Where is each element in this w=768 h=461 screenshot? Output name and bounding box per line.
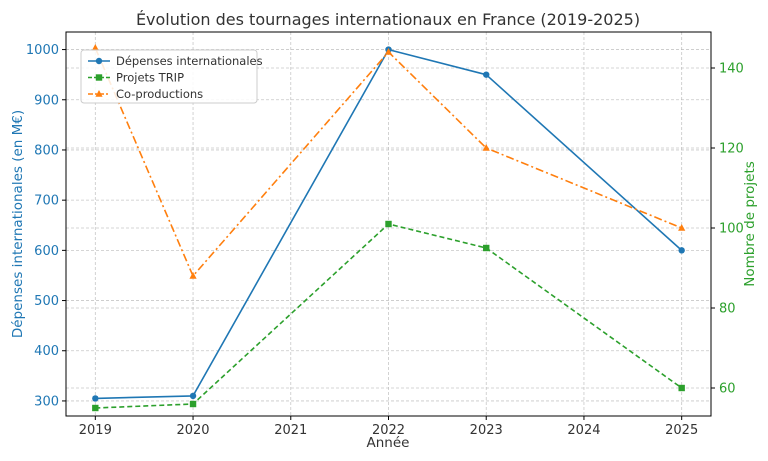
y-left-tick-label: 600 — [34, 244, 59, 259]
ticks: 2019 2020 2021 2022 2023 2024 2025 300 400 500 600… — [26, 43, 744, 438]
series-1 — [92, 220, 685, 412]
y-left-tick-label: 1000 — [26, 43, 59, 58]
data-point — [189, 272, 197, 279]
y-right-tick-label: 80 — [719, 302, 736, 317]
y-left-tick-label: 300 — [34, 394, 59, 409]
legend-label: Projets TRIP — [116, 71, 184, 85]
data-point — [189, 400, 197, 408]
data-point — [482, 144, 490, 151]
data-point — [189, 392, 197, 400]
data-point — [92, 404, 99, 412]
data-point — [91, 44, 99, 51]
legend-label: Co-productions — [116, 87, 203, 101]
data-point — [483, 244, 490, 252]
y-left-tick-label: 400 — [34, 344, 59, 359]
data-point — [678, 247, 685, 254]
y-left-tick-label: 800 — [34, 143, 59, 158]
data-point — [678, 384, 685, 392]
x-tick-label: 2024 — [567, 423, 600, 438]
x-tick-label: 2023 — [470, 423, 503, 438]
data-point — [678, 224, 686, 231]
y-right-tick-label: 60 — [719, 382, 736, 397]
legend-marker — [95, 74, 103, 81]
x-tick-label: 2019 — [79, 423, 112, 438]
series-line — [95, 223, 683, 409]
grid — [66, 32, 711, 416]
data-point — [384, 48, 393, 55]
y-axis-left-label: Dépenses internationales (en M€) — [10, 110, 26, 338]
x-tick-label: 2021 — [274, 423, 307, 438]
legend: Dépenses internationales Projets TRIP Co-p… — [80, 49, 263, 104]
x-tick-label: 2022 — [372, 423, 405, 438]
data-point — [92, 395, 99, 402]
legend-marker — [95, 90, 103, 97]
legend-marker — [95, 57, 103, 65]
y-left-tick-label: 500 — [34, 294, 59, 309]
legend-label: Dépenses internationales — [116, 54, 263, 68]
y-left-tick-label: 900 — [34, 93, 59, 108]
x-axis-label: Année — [367, 435, 410, 451]
x-tick-label: 2025 — [665, 423, 698, 438]
data-point — [483, 71, 490, 78]
chart-title: Évolution des tournages internationaux e… — [136, 10, 640, 29]
y-right-tick-label: 140 — [719, 62, 744, 77]
y-right-tick-label: 100 — [719, 222, 744, 237]
x-tick-label: 2020 — [176, 423, 209, 438]
legend-box — [80, 49, 258, 104]
y-left-tick-label: 700 — [34, 194, 59, 209]
data-point — [385, 220, 392, 228]
series-layer — [91, 44, 686, 412]
y-axis-right-label: Nombre de projets — [742, 161, 758, 287]
y-right-tick-label: 120 — [719, 142, 744, 157]
series-2 — [91, 44, 686, 279]
